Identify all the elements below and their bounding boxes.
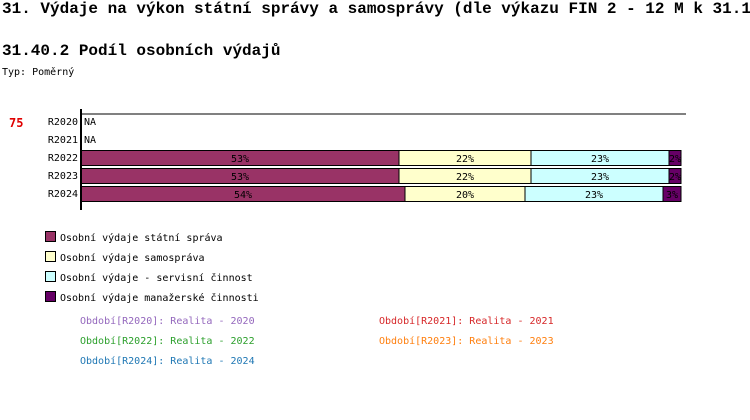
data-label: 22% xyxy=(456,154,474,165)
na-label: NA xyxy=(84,135,96,146)
data-label: 53% xyxy=(231,172,249,183)
data-label: 3% xyxy=(666,190,678,201)
legend-swatch xyxy=(45,231,56,242)
legend-swatch xyxy=(45,251,56,262)
data-label: 23% xyxy=(585,190,603,201)
data-label: 54% xyxy=(234,190,252,201)
legend-label: Osobní výdaje manažerské činnosti xyxy=(60,293,259,304)
na-label: NA xyxy=(84,117,96,128)
legend-swatch xyxy=(45,291,56,302)
data-label: 2% xyxy=(669,154,681,165)
period-item: Období[R2021]: Realita - 2021 xyxy=(379,316,554,327)
category-label: R2021 xyxy=(48,135,78,146)
category-label: R2022 xyxy=(48,153,78,164)
category-label: R2023 xyxy=(48,171,78,182)
category-label: R2024 xyxy=(48,189,78,200)
legend-label: Osobní výdaje - servisní činnost xyxy=(60,273,253,284)
bar-segment xyxy=(662,186,682,202)
legend-item: Osobní výdaje samospráva xyxy=(45,251,205,264)
data-label: 23% xyxy=(591,172,609,183)
type-label: Typ: Poměrný xyxy=(2,67,75,78)
period-item: Období[R2024]: Realita - 2024 xyxy=(80,356,255,367)
data-label: 53% xyxy=(231,154,249,165)
period-item: Období[R2020]: Realita - 2020 xyxy=(80,316,255,327)
category-label: R2020 xyxy=(48,117,78,128)
chart-title: 31.40.2 Podíl osobních výdajů xyxy=(2,42,281,60)
bar-segment xyxy=(668,150,682,166)
data-label: 22% xyxy=(456,172,474,183)
page-title: 31. Výdaje na výkon státní správy a samo… xyxy=(2,0,750,18)
data-label: 23% xyxy=(591,154,609,165)
data-label: 20% xyxy=(456,190,474,201)
period-item: Období[R2022]: Realita - 2022 xyxy=(80,336,255,347)
legend-item: Osobní výdaje - servisní činnost xyxy=(45,271,253,284)
bar-segment xyxy=(668,168,682,184)
legend-item: Osobní výdaje manažerské činnosti xyxy=(45,291,259,304)
data-label: 2% xyxy=(669,172,681,183)
legend-swatch xyxy=(45,271,56,282)
period-item: Období[R2023]: Realita - 2023 xyxy=(379,336,554,347)
indicator-number: 75 xyxy=(9,116,24,130)
legend-label: Osobní výdaje samospráva xyxy=(60,253,205,264)
legend-label: Osobní výdaje státní správa xyxy=(60,233,223,244)
legend-item: Osobní výdaje státní správa xyxy=(45,231,223,244)
